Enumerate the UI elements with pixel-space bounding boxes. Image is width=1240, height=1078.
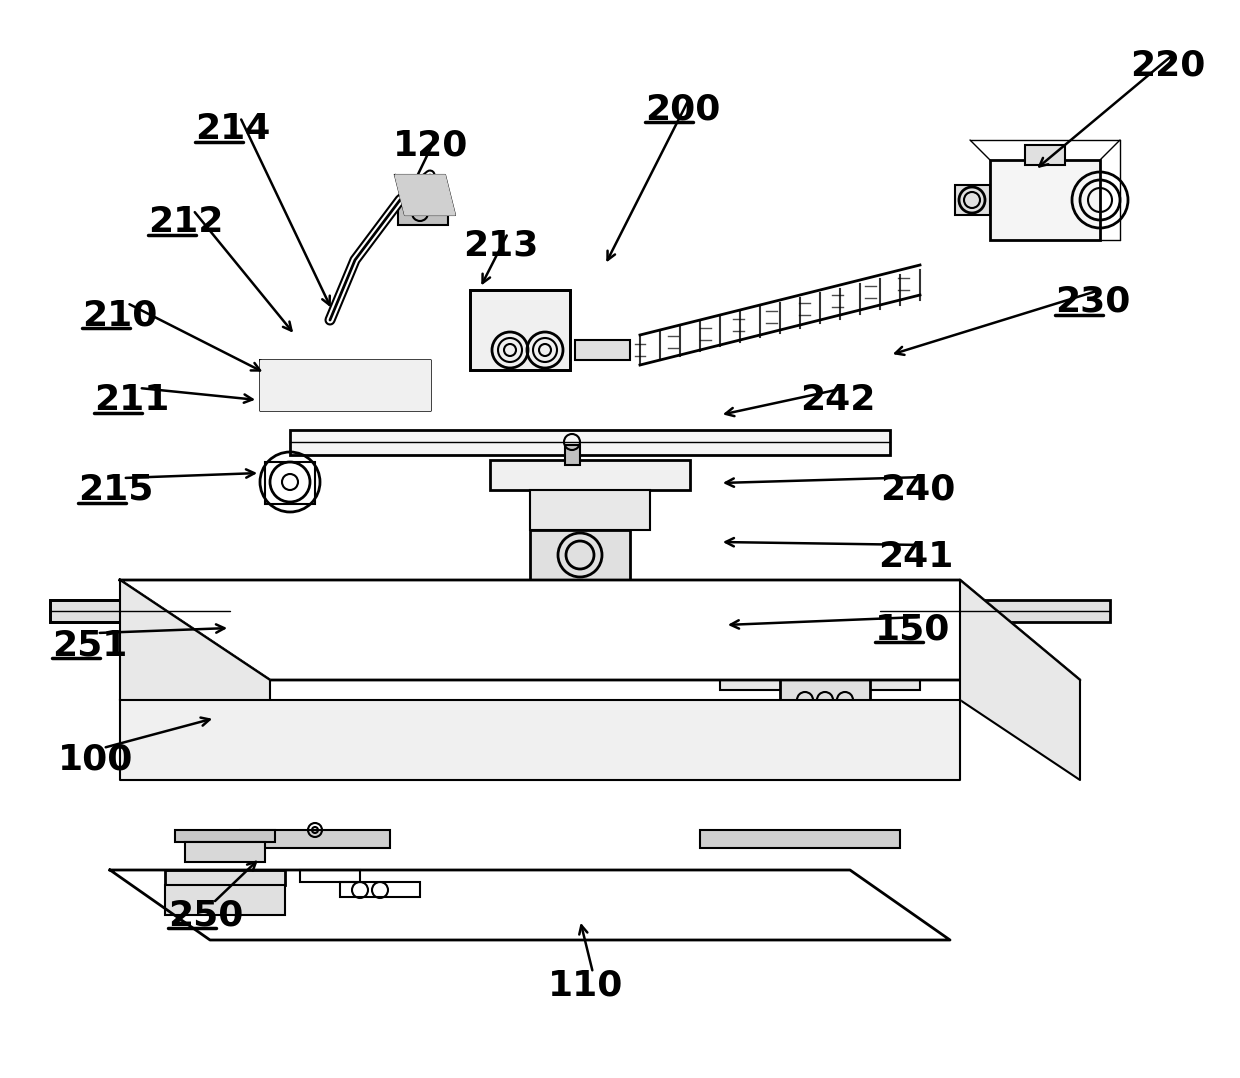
- Bar: [290, 430, 890, 455]
- Bar: [50, 600, 229, 622]
- Text: 212: 212: [148, 205, 223, 239]
- Bar: [340, 882, 420, 897]
- Text: 230: 230: [1055, 285, 1131, 319]
- Text: 110: 110: [548, 968, 624, 1001]
- Text: 240: 240: [880, 472, 955, 506]
- Bar: [241, 830, 391, 848]
- Polygon shape: [120, 700, 960, 780]
- Bar: [300, 870, 360, 882]
- Bar: [880, 600, 1110, 622]
- Polygon shape: [960, 580, 1080, 780]
- Bar: [990, 160, 1100, 240]
- Bar: [701, 830, 900, 848]
- Bar: [490, 460, 689, 490]
- Bar: [565, 445, 580, 465]
- Polygon shape: [396, 175, 455, 215]
- Text: 215: 215: [78, 473, 154, 507]
- Text: 242: 242: [800, 383, 875, 417]
- Bar: [1025, 146, 1065, 165]
- Bar: [780, 660, 870, 710]
- Bar: [165, 885, 285, 915]
- Bar: [265, 462, 315, 505]
- Bar: [175, 830, 275, 842]
- Text: 200: 200: [645, 92, 720, 126]
- Bar: [470, 290, 570, 370]
- Text: 250: 250: [167, 898, 243, 932]
- Polygon shape: [110, 870, 950, 940]
- Text: 150: 150: [875, 612, 950, 646]
- Bar: [955, 185, 990, 215]
- Text: 211: 211: [94, 383, 170, 417]
- Polygon shape: [120, 580, 1080, 680]
- Bar: [398, 201, 448, 225]
- Text: 251: 251: [52, 628, 128, 662]
- Bar: [470, 290, 570, 370]
- Text: 220: 220: [1130, 49, 1205, 82]
- Bar: [575, 340, 630, 360]
- Text: 120: 120: [393, 128, 469, 162]
- Bar: [185, 842, 265, 862]
- Text: 213: 213: [463, 229, 538, 262]
- Bar: [529, 530, 630, 580]
- Text: 214: 214: [195, 112, 270, 146]
- Bar: [50, 600, 229, 622]
- Bar: [720, 650, 920, 690]
- Text: 210: 210: [82, 298, 157, 332]
- Bar: [720, 590, 920, 650]
- Polygon shape: [120, 580, 270, 780]
- Polygon shape: [260, 360, 430, 410]
- Text: 241: 241: [878, 540, 954, 573]
- Text: 100: 100: [58, 743, 134, 777]
- Bar: [529, 490, 650, 530]
- Bar: [165, 870, 285, 885]
